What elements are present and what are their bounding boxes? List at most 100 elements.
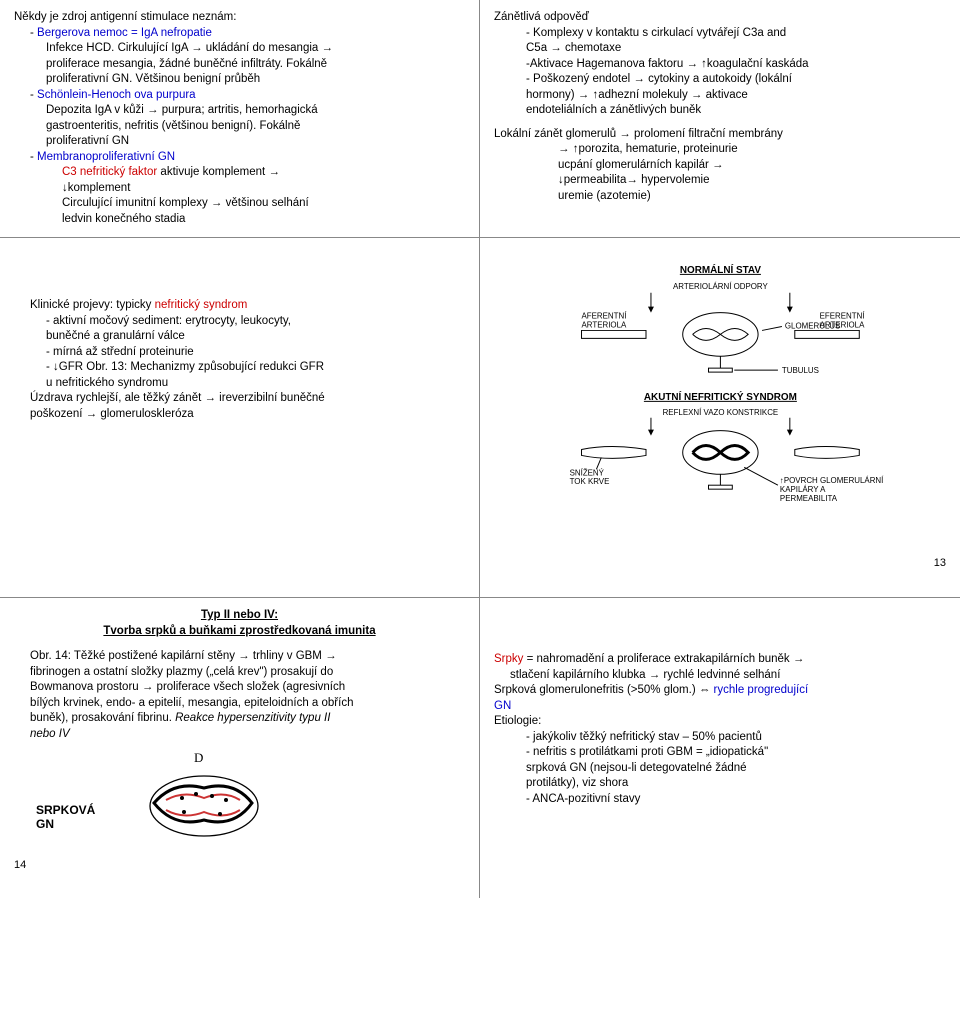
text-line: - Bergerova nemoc = IgA nefropatie (14, 26, 465, 42)
text-line: Infekce HCD. Cirkulující IgA → ukládání … (14, 41, 465, 57)
text-line: buněčné a granulární válce (14, 329, 465, 345)
dash: - (30, 151, 37, 163)
text-line: gastroenteritis, nefritis (většinou beni… (14, 119, 465, 135)
text: syndrom (203, 299, 247, 311)
text-line: Etiologie: (494, 714, 946, 730)
row1-left: Někdy je zdroj antigenní stimulace nezná… (0, 0, 480, 237)
text: aktivuje komplement → (160, 166, 280, 178)
text-line: - nefritis s protilátkami proti GBM = „i… (494, 745, 946, 761)
term-rpgn: rychle progredující (714, 684, 809, 696)
text-line: proliferace mesangia, žádné buněčné infi… (14, 57, 465, 73)
diagram-label: ARTERIOLA (581, 321, 626, 330)
text-line: ledvin konečného stadia (14, 212, 465, 228)
page-number: 13 (494, 514, 946, 571)
text-line: uremie (azotemie) (494, 189, 946, 205)
text-line: proliferativní GN (14, 134, 465, 150)
text-line: -Aktivace Hagemanova faktoru → ↑koagulač… (494, 57, 946, 73)
text-line: → ↑porozita, hematurie, proteinurie (494, 142, 946, 158)
diagram-label: PERMEABILITA (780, 494, 838, 503)
text-line: stlačení kapilárního klubka → rychlé led… (494, 668, 946, 684)
srpkova-img: D SRPKOVÁ GN (34, 748, 274, 838)
nephron-diagram: NORMÁLNÍ STAV ARTERIOLÁRNÍ ODPORY AFEREN… (517, 260, 924, 510)
text: ů → (610, 128, 634, 140)
heading-text: Tvorba srpků a buňkami zprostředkovaná i… (103, 625, 375, 637)
text-line: poškození → glomeruloskleróza (14, 407, 465, 423)
row-1: Někdy je zdroj antigenní stimulace nezná… (0, 0, 960, 238)
dash: - (30, 89, 37, 101)
text-line: - Komplexy v kontaktu s cirkulací vytvář… (494, 26, 946, 42)
panel-letter: D (194, 750, 203, 765)
heading-srpku: Tvorba srpků a buňkami zprostředkovaná i… (14, 624, 465, 640)
heading-text: Typ II nebo IV: (201, 609, 278, 621)
row3-right: Srpky = nahromadění a proliferace extrak… (480, 598, 960, 898)
text-line: GN (494, 699, 946, 715)
diagram-label: KAPILÁRY A (780, 485, 826, 494)
diagram-label: ARTERIOLÁRNÍ ODPORY (673, 282, 769, 291)
text: prolomení filtrační membrány (634, 128, 783, 140)
heading-type: Typ II nebo IV: (14, 608, 465, 624)
dash: - (30, 27, 37, 39)
text-line: - mírná až střední proteinurie (14, 345, 465, 361)
diagram-title-bottom: AKUTNÍ NEFRITICKÝ SYNDROM (643, 391, 796, 403)
text-line: protilátky), viz shora (494, 776, 946, 792)
text-line: bílých krvinek, endo- a epitelií, mesang… (14, 696, 465, 712)
diagram-label: AFERENTNÍ (581, 312, 627, 321)
text-line: buněk), prosakování fibrinu. Reakce hype… (14, 711, 465, 727)
row2-left: Klinické projevy: typicky nefritický syn… (0, 238, 480, 597)
text-line: proliferativní GN. Většinou benigní průb… (14, 72, 465, 88)
text-line: ↓permeabilita→ hypervolemie (494, 173, 946, 189)
text: = nahromadění a proliferace extrakapilár… (523, 653, 804, 665)
text-line: Klinické projevy: typicky nefritický syn… (14, 298, 465, 314)
text-line: C3 nefritický faktor aktivuje komplement… (14, 165, 465, 181)
text-line: - Membranoproliferativní GN (14, 150, 465, 166)
text-line: - ↓GFR Obr. 13: Mechanizmy způsobující r… (14, 360, 465, 376)
term-berger: Bergerova nemoc = IgA nefropatie (37, 27, 212, 39)
term-c3: C3 nefritický faktor (62, 166, 160, 178)
page: Někdy je zdroj antigenní stimulace nezná… (0, 0, 960, 898)
text: Srpková glomerulonefritis (>50% glom.) ⇔ (494, 684, 714, 696)
diagram-label: TUBULUS (781, 366, 818, 375)
text-line: endoteliálních a zánětlivých buněk (494, 103, 946, 119)
italic-text: Reakce hypersenzitivity typu II (175, 712, 330, 724)
text-line: nebo IV (14, 727, 465, 743)
text-line: fibrinogen a ostatní složky plazmy („cel… (14, 665, 465, 681)
text: buněk), prosakování fibrinu. (30, 712, 175, 724)
text-line: Depozita IgA v kůži → purpura; artritis,… (14, 103, 465, 119)
text-line: - ANCA-pozitivní stavy (494, 792, 946, 808)
text-line: Úzdrava rychlejší, ale těžký zánět → ire… (14, 391, 465, 407)
row1-right: Zánětlivá odpověď - Komplexy v kontaktu … (480, 0, 960, 237)
text: Lokální zánět glomerul (494, 128, 610, 140)
text-line: - jakýkoliv těžký nefritický stav – 50% … (494, 730, 946, 746)
nephron-svg: NORMÁLNÍ STAV ARTERIOLÁRNÍ ODPORY AFEREN… (518, 261, 923, 509)
row-2: Klinické projevy: typicky nefritický syn… (0, 238, 960, 598)
text-line: - Poškozený endotel → cytokiny a autokoi… (494, 72, 946, 88)
text-line: Zánětlivá odpověď (494, 10, 946, 26)
text-line: hormony) → ↑adhezní molekuly → aktivace (494, 88, 946, 104)
row-3: Typ II nebo IV: Tvorba srpků a buňkami z… (0, 598, 960, 898)
text-line: u nefritického syndromu (14, 376, 465, 392)
text-line: ucpání glomerulárních kapilár → (494, 158, 946, 174)
text-line: Bowmanova prostoru → proliferace všech s… (14, 680, 465, 696)
row3-left: Typ II nebo IV: Tvorba srpků a buňkami z… (0, 598, 480, 898)
diagram-label: ARTERIOLA (819, 321, 864, 330)
text-line: ↓komplement (14, 181, 465, 197)
term-membrano: Membranoproliferativní GN (37, 151, 175, 163)
term-srpky: Srpky (494, 653, 523, 665)
text-line: Srpková glomerulonefritis (>50% glom.) ⇔… (494, 683, 946, 699)
text: Klinické projevy: typicky (30, 299, 155, 311)
page-number: 14 (14, 838, 465, 873)
diagram-label: REFLEXNÍ VAZO KONSTRIKCE (662, 408, 778, 417)
text-line: Srpky = nahromadění a proliferace extrak… (494, 652, 946, 668)
img-label: GN (36, 817, 54, 831)
img-label: SRPKOVÁ (36, 802, 96, 817)
text-line: Obr. 14: Těžké postižené kapilární stěny… (14, 649, 465, 665)
term-schonlein: Schönlein-Henoch ova purpura (37, 89, 196, 101)
text-line: - Schönlein-Henoch ova purpura (14, 88, 465, 104)
text-line: Někdy je zdroj antigenní stimulace nezná… (14, 10, 465, 26)
text-line: - aktivní močový sediment: erytrocyty, l… (14, 314, 465, 330)
text-line: srpková GN (nejsou-li detegovatelné žádn… (494, 761, 946, 777)
row2-right: NORMÁLNÍ STAV ARTERIOLÁRNÍ ODPORY AFEREN… (480, 238, 960, 597)
srpkova-svg: D SRPKOVÁ GN (34, 748, 274, 838)
text-line: Circulující imunitní komplexy → většinou… (14, 196, 465, 212)
diagram-label: ↑POVRCH GLOMERULÁRNÍ (780, 476, 884, 485)
